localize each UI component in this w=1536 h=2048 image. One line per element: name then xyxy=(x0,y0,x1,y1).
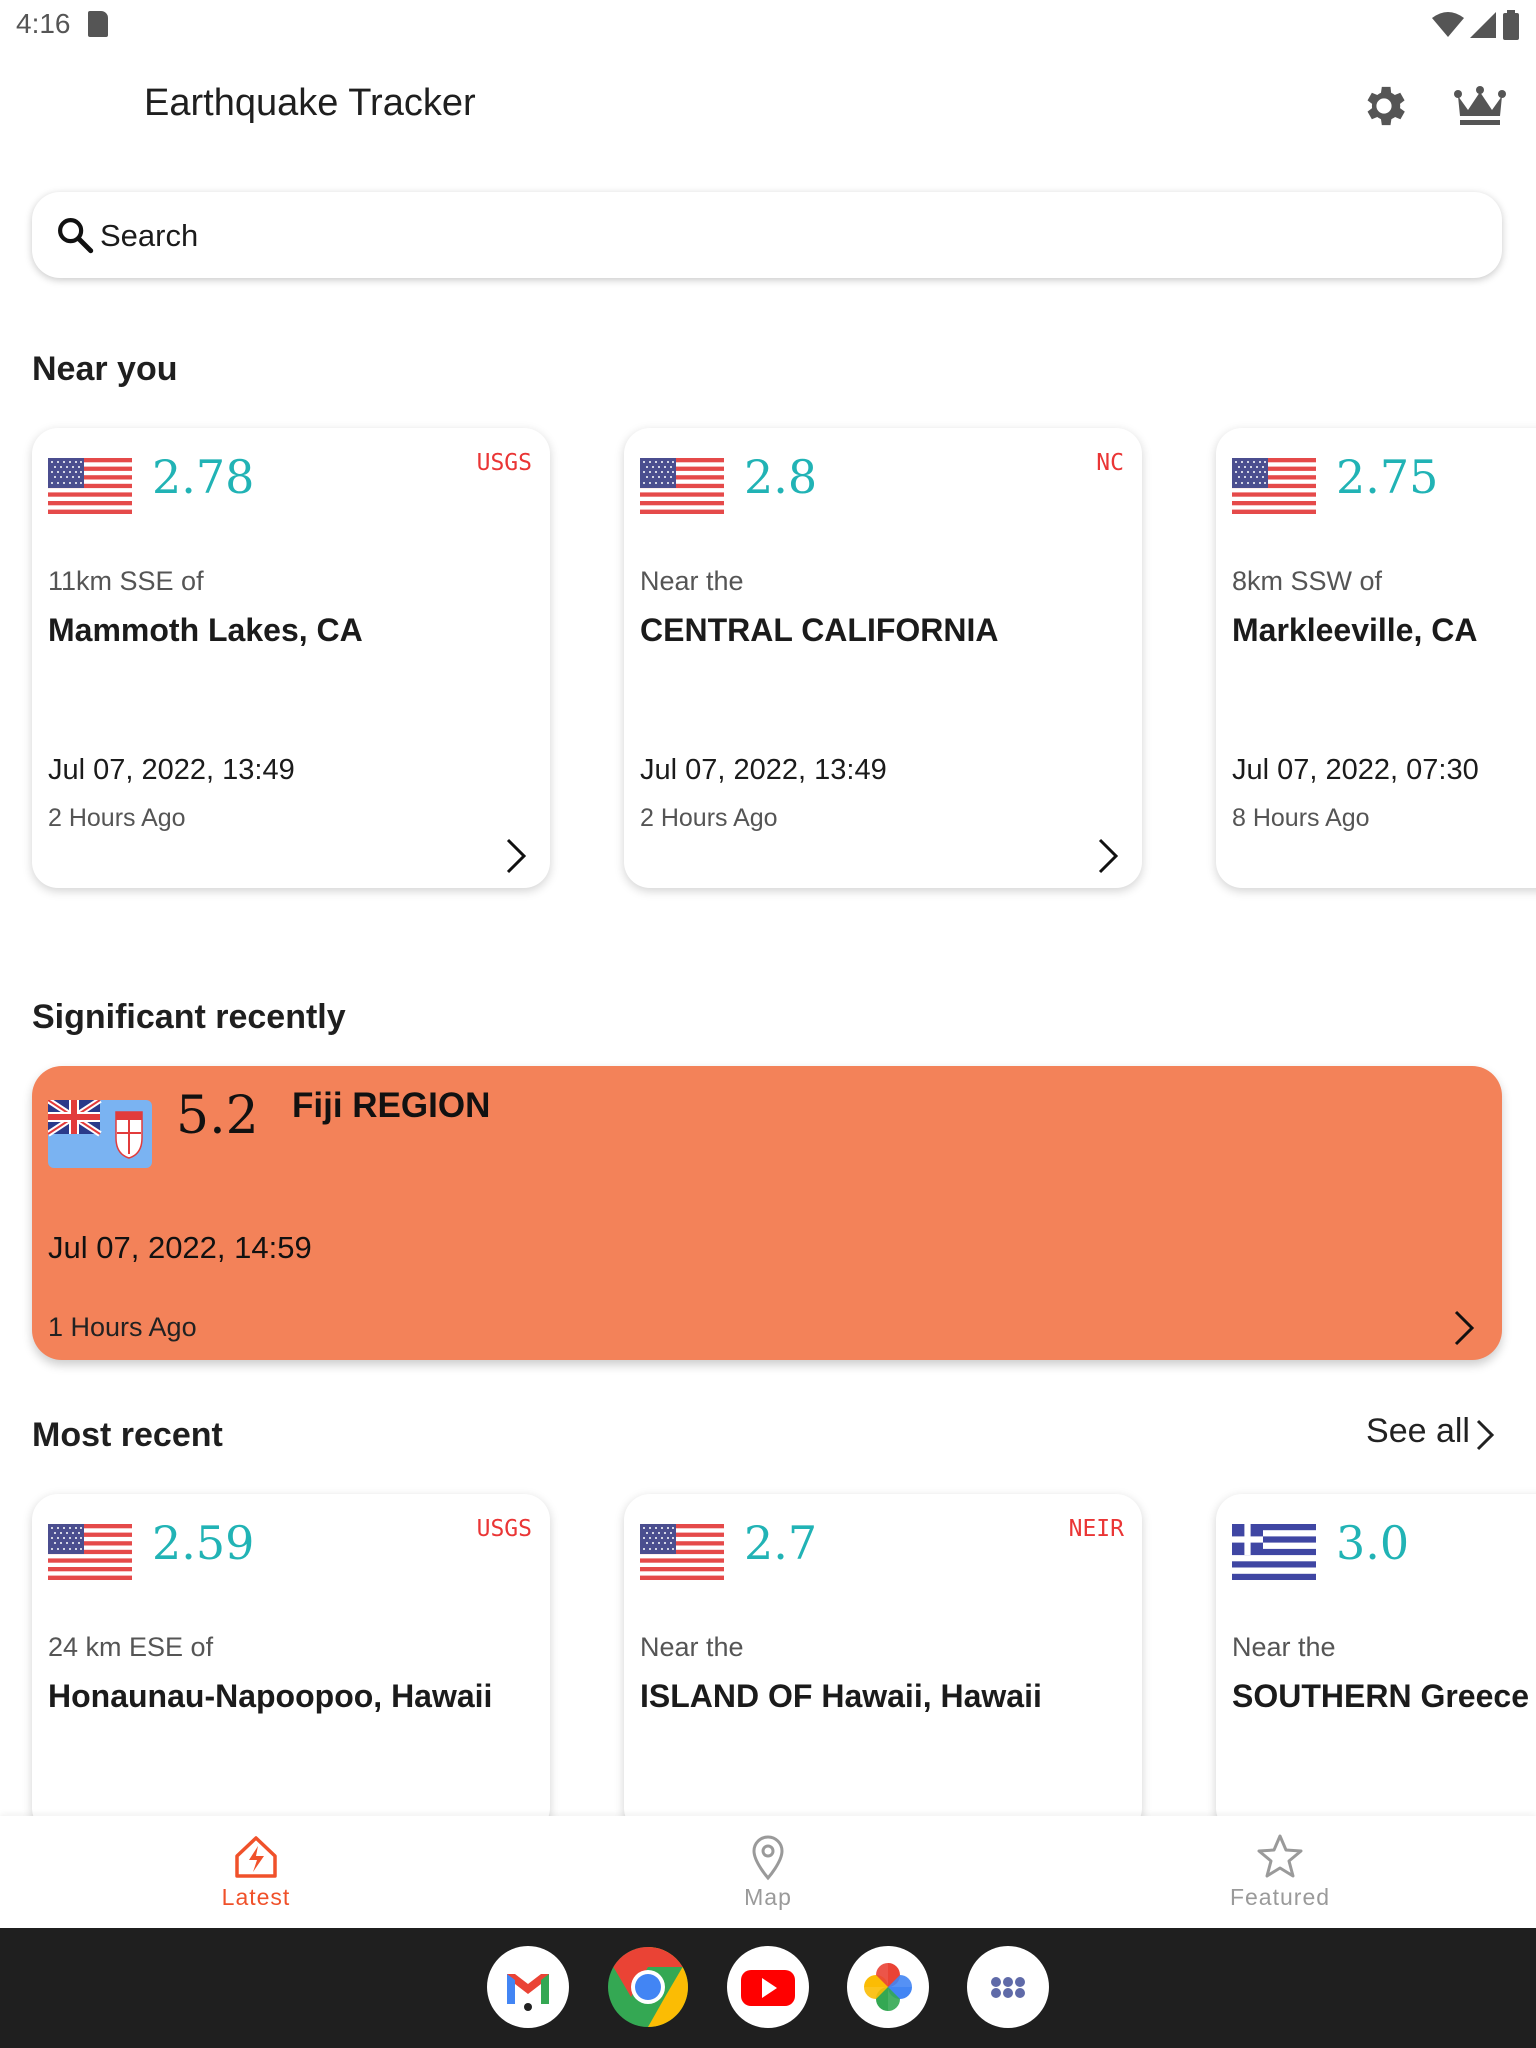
place-name: ISLAND OF Hawaii, Hawaii xyxy=(640,1678,1042,1714)
nav-label: Latest xyxy=(221,1884,291,1910)
greece-flag-icon xyxy=(1232,1524,1316,1580)
significant-title: Significant recently xyxy=(32,998,346,1036)
significant-quake-card[interactable]: 5.2 Fiji REGION Jul 07, 2022, 14:59 1 Ho… xyxy=(32,1066,1502,1360)
time-ago: 1 Hours Ago xyxy=(48,1312,197,1342)
nav-featured[interactable]: Featured xyxy=(1180,1816,1380,1928)
nav-latest[interactable]: Latest xyxy=(156,1816,356,1928)
distance-label: 11km SSE of xyxy=(48,566,204,596)
map-pin-icon xyxy=(752,1835,784,1881)
chrome-icon xyxy=(608,1947,688,2027)
place-name: Markleeville, CA xyxy=(1232,612,1478,648)
search-bar[interactable]: Search xyxy=(32,192,1502,278)
youtube-icon xyxy=(741,1970,795,2006)
magnitude: 2.75 xyxy=(1336,450,1439,504)
app-drawer-icon xyxy=(991,1977,1025,1998)
place-name: Fiji REGION xyxy=(292,1086,491,1125)
quake-card[interactable]: 2.75 8km SSW of Markleeville, CA Jul 07,… xyxy=(1216,428,1536,888)
search-input[interactable]: Search xyxy=(100,218,199,253)
premium-button[interactable] xyxy=(1452,82,1508,130)
app-drawer[interactable] xyxy=(967,1946,1049,2028)
search-icon xyxy=(58,218,94,254)
source-label: NEIR xyxy=(1068,1516,1124,1542)
usa-flag-icon xyxy=(48,1524,132,1580)
chevron-right-icon[interactable] xyxy=(1474,1418,1496,1452)
distance-label: Near the xyxy=(640,566,744,596)
status-time: 4:16 xyxy=(16,8,71,39)
time-ago: 2 Hours Ago xyxy=(640,804,778,832)
chevron-right-icon[interactable] xyxy=(1096,836,1120,876)
quake-card[interactable]: 2.78 USGS 11km SSE of Mammoth Lakes, CA … xyxy=(32,428,550,888)
magnitude: 2.78 xyxy=(152,450,255,504)
source-label: USGS xyxy=(476,1516,532,1542)
place-name: Mammoth Lakes, CA xyxy=(48,612,363,648)
magnitude: 5.2 xyxy=(176,1086,259,1146)
time-ago: 8 Hours Ago xyxy=(1232,804,1370,832)
youtube-app[interactable] xyxy=(727,1946,809,2028)
quake-card[interactable]: 2.7 NEIR Near the ISLAND OF Hawaii, Hawa… xyxy=(624,1494,1142,1834)
chrome-app[interactable] xyxy=(607,1946,689,2028)
see-all-button[interactable]: See all xyxy=(1366,1412,1470,1450)
system-dock xyxy=(0,1928,1536,2048)
photos-icon xyxy=(864,1963,912,2011)
wifi-icon xyxy=(1432,12,1464,37)
crown-icon xyxy=(1454,86,1506,125)
quake-date: Jul 07, 2022, 07:30 xyxy=(1232,754,1479,786)
quake-date: Jul 07, 2022, 14:59 xyxy=(48,1230,312,1265)
signal-icon xyxy=(1470,12,1496,38)
nav-map[interactable]: Map xyxy=(668,1816,868,1928)
quake-date: Jul 07, 2022, 13:49 xyxy=(48,754,295,786)
bottom-navigation: Latest Map Featured xyxy=(0,1816,1536,1928)
quake-card[interactable]: 2.59 USGS 24 km ESE of Honaunau-Napoopoo… xyxy=(32,1494,550,1834)
latest-quake-icon xyxy=(235,1836,277,1878)
place-name: CENTRAL CALIFORNIA xyxy=(640,612,999,648)
source-label: NC xyxy=(1096,450,1124,476)
status-icons xyxy=(1432,10,1520,40)
most-recent-title: Most recent xyxy=(32,1416,223,1454)
quake-card[interactable]: 2.8 NC Near the CENTRAL CALIFORNIA Jul 0… xyxy=(624,428,1142,888)
distance-label: Near the xyxy=(640,1632,744,1662)
gmail-app[interactable] xyxy=(487,1946,569,2028)
chevron-right-icon[interactable] xyxy=(1452,1308,1476,1348)
near-you-title: Near you xyxy=(32,350,178,388)
sim-card-icon xyxy=(88,11,108,37)
settings-button[interactable] xyxy=(1358,80,1410,132)
magnitude: 2.7 xyxy=(744,1516,818,1570)
app-title: Earthquake Tracker xyxy=(144,82,476,124)
photos-app[interactable] xyxy=(847,1946,929,2028)
fiji-flag-icon xyxy=(48,1100,152,1168)
quake-card[interactable]: 3.0 Near the SOUTHERN Greece xyxy=(1216,1494,1536,1834)
place-name: SOUTHERN Greece xyxy=(1232,1678,1529,1714)
distance-label: Near the xyxy=(1232,1632,1336,1662)
usa-flag-icon xyxy=(640,1524,724,1580)
quake-date: Jul 07, 2022, 13:49 xyxy=(640,754,887,786)
distance-label: 24 km ESE of xyxy=(48,1632,214,1662)
gmail-icon xyxy=(507,1974,549,2011)
gear-icon xyxy=(1367,86,1405,126)
distance-label: 8km SSW of xyxy=(1232,566,1383,596)
usa-flag-icon xyxy=(640,458,724,514)
magnitude: 3.0 xyxy=(1336,1516,1410,1570)
time-ago: 2 Hours Ago xyxy=(48,804,186,832)
nav-label: Featured xyxy=(1229,1884,1331,1910)
source-label: USGS xyxy=(476,450,532,476)
place-name: Honaunau-Napoopoo, Hawaii xyxy=(48,1678,493,1714)
status-bar: 4:16 xyxy=(0,0,1536,52)
star-icon xyxy=(1257,1834,1303,1878)
magnitude: 2.8 xyxy=(744,450,818,504)
chevron-right-icon[interactable] xyxy=(504,836,528,876)
nav-label: Map xyxy=(744,1884,792,1910)
usa-flag-icon xyxy=(48,458,132,514)
battery-icon xyxy=(1503,10,1519,40)
usa-flag-icon xyxy=(1232,458,1316,514)
magnitude: 2.59 xyxy=(152,1516,255,1570)
